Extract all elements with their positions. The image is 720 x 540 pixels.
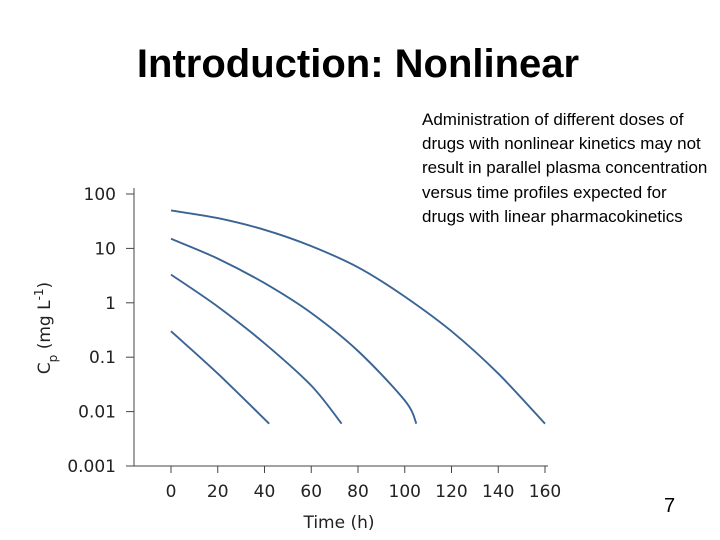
x-ticks: 0 20 40 60 80 100 120 140 160 (166, 466, 561, 502)
chart-axes (133, 188, 548, 467)
page-number: 7 (664, 495, 676, 517)
x-tick-label: 80 (347, 482, 369, 502)
x-tick-label: 160 (529, 482, 561, 502)
x-tick-label: 120 (435, 482, 467, 502)
y-ticks: 100 10 1 0.1 0.01 0.001 (67, 185, 134, 477)
y-tick-label: 0.001 (67, 457, 116, 477)
y-tick-label: 10 (94, 239, 116, 259)
series-line-4 (170, 330, 270, 425)
y-tick-label: 1 (105, 294, 116, 314)
x-tick-label: 0 (166, 482, 177, 502)
y-tick-label: 0.01 (78, 403, 116, 423)
x-axis-title: Time (h) (302, 513, 374, 533)
x-tick-label: 140 (482, 482, 514, 502)
y-axis-title: Cp (mg L-1) (32, 282, 60, 374)
series-line-1 (170, 209, 546, 425)
series-line-2 (170, 237, 418, 425)
y-tick-label: 100 (84, 185, 116, 205)
slide-description: Administration of different doses of dru… (422, 110, 708, 226)
series-group (170, 209, 546, 425)
x-tick-label: 100 (389, 482, 421, 502)
series-line-3 (170, 273, 343, 425)
x-tick-label: 20 (207, 482, 229, 502)
x-tick-label: 40 (254, 482, 276, 502)
y-tick-label: 0.1 (89, 348, 116, 368)
x-tick-label: 60 (300, 482, 322, 502)
slide-title: Introduction: Nonlinear (136, 42, 580, 86)
